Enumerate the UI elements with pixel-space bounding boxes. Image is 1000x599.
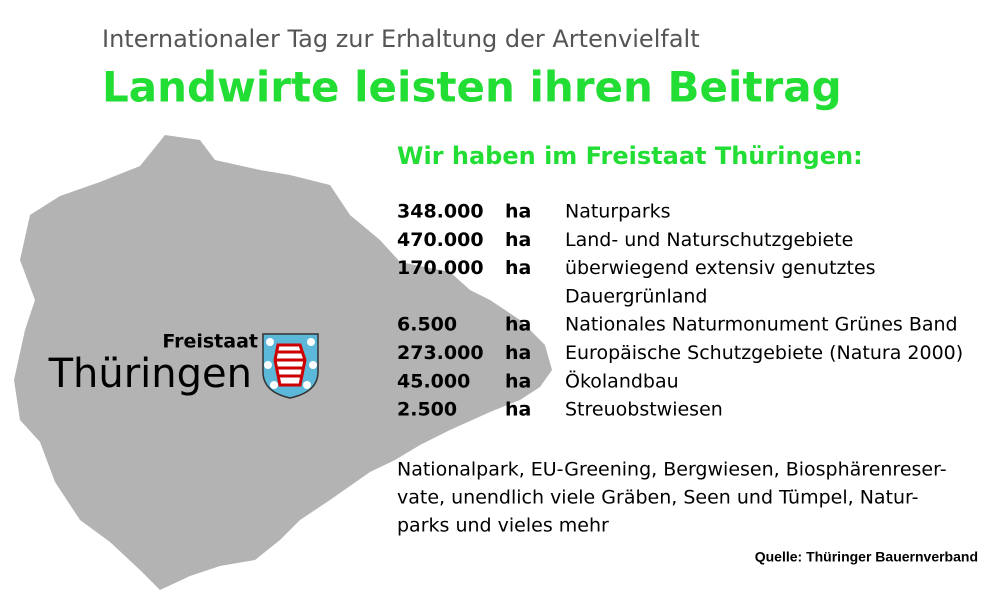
subtitle: Internationaler Tag zur Erhaltung der Ar… [102, 25, 700, 53]
unit: ha [505, 257, 531, 279]
unit: ha [505, 370, 531, 392]
paragraph-line: parks und vieles mehr [397, 515, 609, 537]
heading: Wir haben im Freistaat Thüringen: [397, 142, 863, 170]
unit: ha [505, 399, 531, 421]
paragraph: Nationalpark, EU-Greening, Bergwiesen, B… [397, 459, 947, 537]
unit: ha [505, 342, 531, 364]
map-label-small: Freistaat [162, 331, 258, 353]
title: Landwirte leisten ihren Beitrag [102, 63, 842, 112]
label: Naturparks [565, 201, 671, 223]
unit: ha [505, 229, 531, 251]
unit: ha [505, 201, 531, 223]
label: Streuobstwiesen [565, 399, 723, 421]
label: Ökolandbau [565, 369, 679, 392]
amount: 6.500 [397, 314, 457, 336]
label: überwiegend extensiv genutztes [565, 257, 876, 279]
rows: 348.000 ha Naturparks 470.000 ha Land- und Na… [397, 201, 963, 421]
amount: 2.500 [397, 399, 457, 421]
coat-of-arms [262, 333, 319, 399]
amount: 273.000 [397, 342, 484, 364]
label: Europäische Schutzgebiete (Natura 2000) [565, 342, 963, 364]
amount: 170.000 [397, 257, 484, 279]
amount: 45.000 [397, 370, 470, 392]
label-continued: Dauergrünland [565, 285, 707, 307]
label: Nationales Naturmonument Grünes Band [565, 314, 958, 336]
unit: ha [505, 314, 531, 336]
paragraph-line: vate, unendlich viele Gräben, Seen und T… [397, 487, 919, 509]
label: Land- und Naturschutzgebiete [565, 229, 853, 251]
amount: 348.000 [397, 201, 484, 223]
amount: 470.000 [397, 229, 484, 251]
paragraph-line: Nationalpark, EU-Greening, Bergwiesen, B… [397, 459, 947, 481]
source: Quelle: Thüringer Bauernverband [755, 549, 978, 565]
map-label-large: Thüringen [48, 351, 252, 397]
